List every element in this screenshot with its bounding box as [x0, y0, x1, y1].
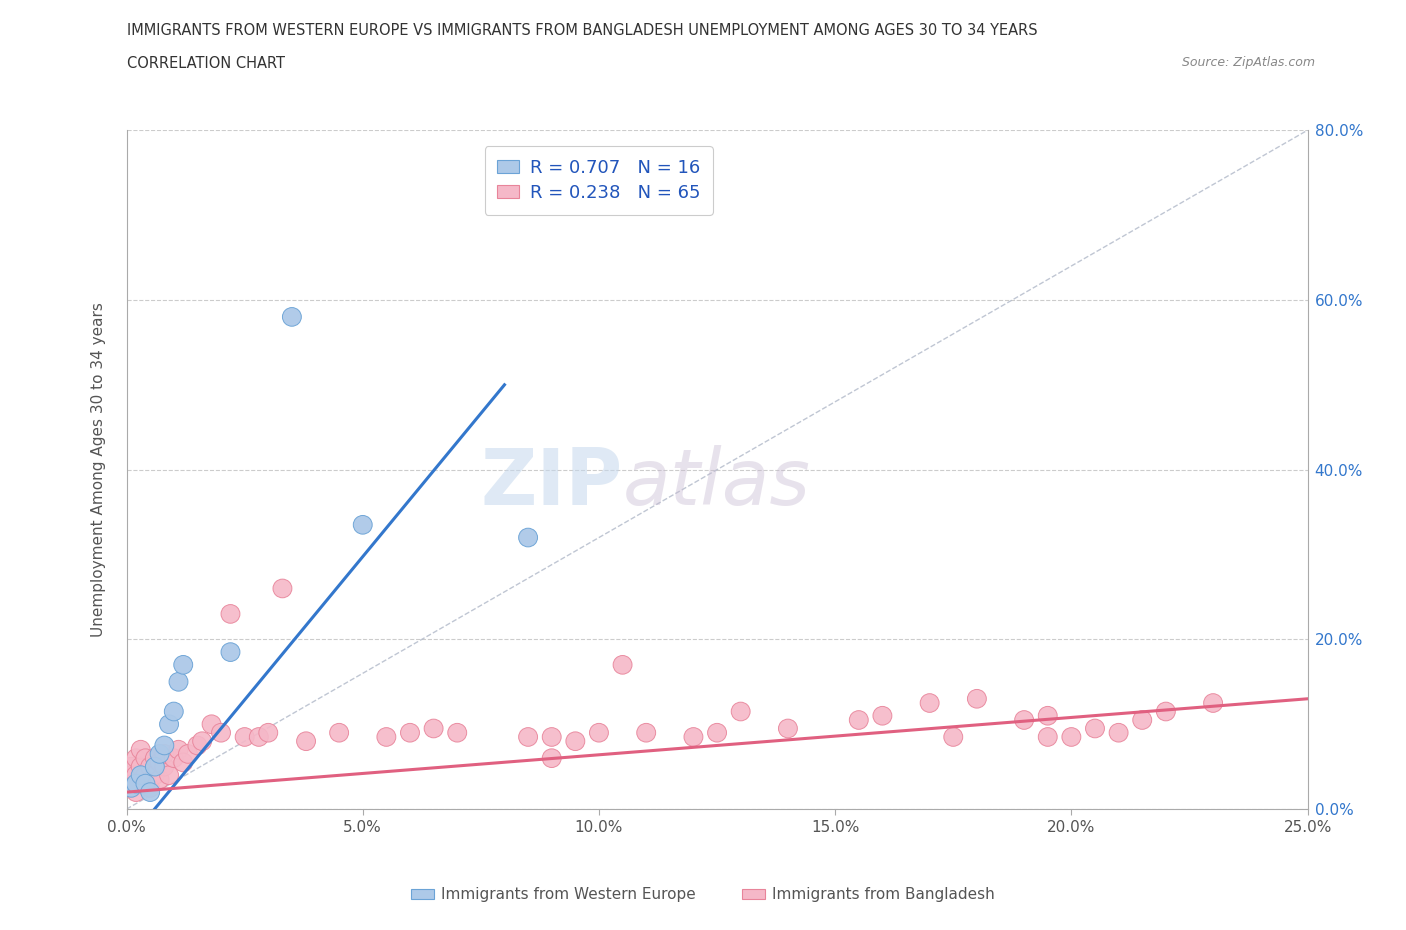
Ellipse shape [127, 783, 145, 802]
Ellipse shape [283, 308, 301, 326]
Ellipse shape [122, 778, 141, 797]
Ellipse shape [136, 765, 155, 785]
Ellipse shape [967, 689, 987, 708]
Ellipse shape [873, 707, 891, 725]
Ellipse shape [127, 749, 145, 767]
Ellipse shape [543, 749, 561, 767]
Legend: R = 0.707   N = 16, R = 0.238   N = 65: R = 0.707 N = 16, R = 0.238 N = 65 [485, 146, 713, 215]
Ellipse shape [401, 724, 419, 742]
Ellipse shape [169, 740, 188, 759]
Ellipse shape [1204, 694, 1223, 712]
Ellipse shape [221, 643, 240, 661]
Ellipse shape [519, 528, 537, 547]
Ellipse shape [589, 724, 609, 742]
Ellipse shape [145, 757, 165, 776]
Ellipse shape [193, 732, 211, 751]
Ellipse shape [122, 765, 141, 785]
Legend: Immigrants from Western Europe, Immigrants from Bangladesh: Immigrants from Western Europe, Immigran… [405, 882, 1001, 909]
Ellipse shape [136, 775, 155, 793]
Ellipse shape [131, 775, 150, 793]
Y-axis label: Unemployment Among Ages 30 to 34 years: Unemployment Among Ages 30 to 34 years [91, 302, 105, 637]
Ellipse shape [1133, 711, 1152, 729]
Ellipse shape [1109, 724, 1128, 742]
Ellipse shape [1156, 702, 1175, 721]
Ellipse shape [731, 702, 751, 721]
Text: atlas: atlas [623, 445, 810, 521]
Ellipse shape [249, 727, 269, 746]
Ellipse shape [127, 765, 145, 785]
Ellipse shape [174, 753, 193, 772]
Ellipse shape [707, 724, 727, 742]
Ellipse shape [259, 724, 278, 742]
Ellipse shape [188, 737, 207, 755]
Ellipse shape [1015, 711, 1033, 729]
Ellipse shape [165, 749, 183, 767]
Ellipse shape [165, 702, 183, 721]
Ellipse shape [136, 749, 155, 767]
Ellipse shape [1038, 727, 1057, 746]
Ellipse shape [637, 724, 655, 742]
Ellipse shape [235, 727, 254, 746]
Ellipse shape [425, 719, 443, 737]
Ellipse shape [160, 765, 179, 785]
Ellipse shape [131, 757, 150, 776]
Ellipse shape [160, 715, 179, 734]
Ellipse shape [122, 775, 141, 793]
Ellipse shape [565, 732, 585, 751]
Ellipse shape [1085, 719, 1105, 737]
Ellipse shape [920, 694, 939, 712]
Ellipse shape [155, 745, 174, 764]
Ellipse shape [329, 724, 349, 742]
Ellipse shape [179, 745, 197, 764]
Text: IMMIGRANTS FROM WESTERN EUROPE VS IMMIGRANTS FROM BANGLADESH UNEMPLOYMENT AMONG : IMMIGRANTS FROM WESTERN EUROPE VS IMMIGR… [127, 23, 1038, 38]
Ellipse shape [141, 783, 160, 802]
Ellipse shape [150, 770, 169, 789]
Ellipse shape [155, 757, 174, 776]
Ellipse shape [127, 775, 145, 793]
Ellipse shape [353, 515, 373, 534]
Ellipse shape [136, 775, 155, 793]
Ellipse shape [202, 715, 221, 734]
Ellipse shape [683, 727, 703, 746]
Ellipse shape [150, 753, 169, 772]
Ellipse shape [211, 724, 231, 742]
Ellipse shape [377, 727, 396, 746]
Text: ZIP: ZIP [481, 445, 623, 521]
Ellipse shape [141, 778, 160, 797]
Ellipse shape [131, 740, 150, 759]
Ellipse shape [519, 727, 537, 746]
Ellipse shape [1038, 707, 1057, 725]
Ellipse shape [221, 604, 240, 623]
Text: CORRELATION CHART: CORRELATION CHART [127, 56, 284, 71]
Ellipse shape [155, 737, 174, 755]
Ellipse shape [447, 724, 467, 742]
Ellipse shape [273, 579, 292, 598]
Ellipse shape [141, 757, 160, 776]
Text: Source: ZipAtlas.com: Source: ZipAtlas.com [1181, 56, 1315, 69]
Ellipse shape [613, 656, 633, 674]
Ellipse shape [1062, 727, 1081, 746]
Ellipse shape [174, 656, 193, 674]
Ellipse shape [145, 765, 165, 785]
Ellipse shape [297, 732, 315, 751]
Ellipse shape [150, 745, 169, 764]
Ellipse shape [849, 711, 869, 729]
Ellipse shape [131, 765, 150, 785]
Ellipse shape [169, 672, 188, 691]
Ellipse shape [145, 749, 165, 767]
Ellipse shape [543, 727, 561, 746]
Ellipse shape [779, 719, 797, 737]
Ellipse shape [943, 727, 963, 746]
Ellipse shape [122, 757, 141, 776]
